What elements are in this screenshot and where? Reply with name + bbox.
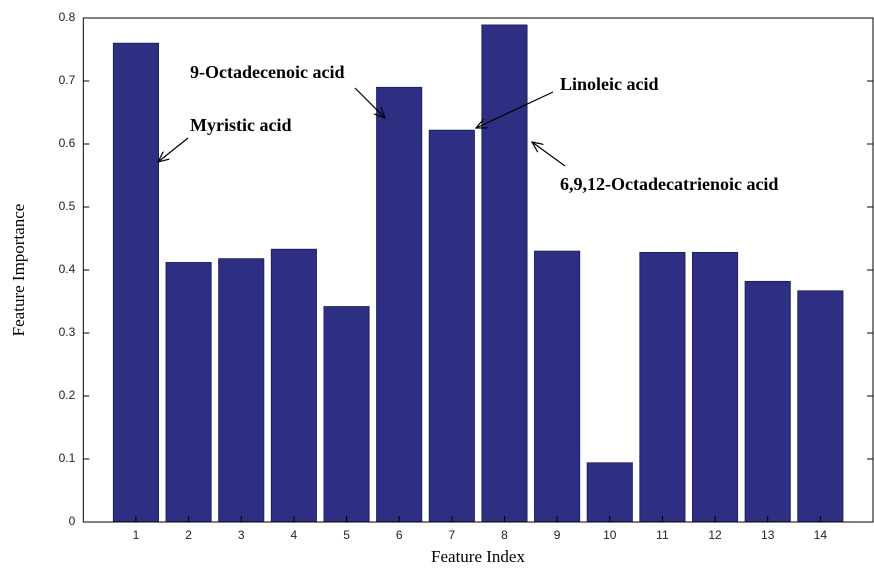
plot-area: 00.10.20.30.40.50.60.70.81 2 3 4 5 6 7 8 9 10 11 12…: [59, 10, 874, 542]
x-tick-label: 13: [761, 528, 775, 542]
y-axis-label: Feature Importance: [9, 204, 28, 337]
annotation: Myristic acid: [190, 115, 291, 135]
x-tick-label: 9: [554, 528, 561, 542]
y-tick-label: 0.8: [59, 10, 76, 24]
x-axis-label: Feature Index: [431, 547, 525, 566]
y-tick-label: 0.5: [59, 199, 76, 213]
y-tick-label: 0.1: [59, 451, 76, 465]
annotation: 6,9,12-Octadecatrienoic acid: [560, 174, 778, 194]
bar: [112, 42, 159, 523]
x-tick-label: 2: [185, 528, 192, 542]
x-tick-label: 6: [396, 528, 403, 542]
bar: [639, 251, 686, 523]
arrow: [476, 91, 554, 128]
x-tick-label: 12: [708, 528, 722, 542]
bar: [323, 306, 370, 523]
x-tick-label: 4: [291, 528, 298, 542]
arrow: [354, 87, 385, 118]
bar: [218, 258, 265, 523]
x-tick-label: 10: [603, 528, 617, 542]
bar: [428, 129, 475, 523]
x-tick-label: 8: [501, 528, 508, 542]
y-tick-label: 0: [69, 514, 76, 528]
bar: [270, 248, 317, 523]
annotation: Linoleic acid: [560, 74, 659, 94]
bar: [481, 24, 528, 523]
bar: [165, 262, 212, 523]
y-tick-label: 0.7: [59, 73, 76, 87]
axes-box: [82, 17, 874, 523]
x-tick-label: 14: [814, 528, 828, 542]
arrow: [532, 142, 566, 167]
annotation: 9-Octadecenoic acid: [190, 62, 344, 82]
bar: [692, 251, 739, 523]
x-tick-label: 3: [238, 528, 245, 542]
bar: [376, 86, 423, 523]
bar: [797, 290, 844, 523]
y-tick-label: 0.3: [59, 325, 76, 339]
y-tick-label: 0.2: [59, 388, 76, 402]
x-tick-label: 5: [343, 528, 350, 542]
bar: [534, 250, 581, 523]
bar: [744, 280, 791, 523]
arrow: [158, 137, 189, 162]
x-tick-label: 7: [448, 528, 455, 542]
y-tick-label: 0.4: [59, 262, 76, 276]
x-tick-label: 1: [133, 528, 140, 542]
y-tick-label: 0.6: [59, 136, 76, 150]
bar: [586, 462, 633, 523]
x-tick-label: 11: [656, 528, 669, 542]
